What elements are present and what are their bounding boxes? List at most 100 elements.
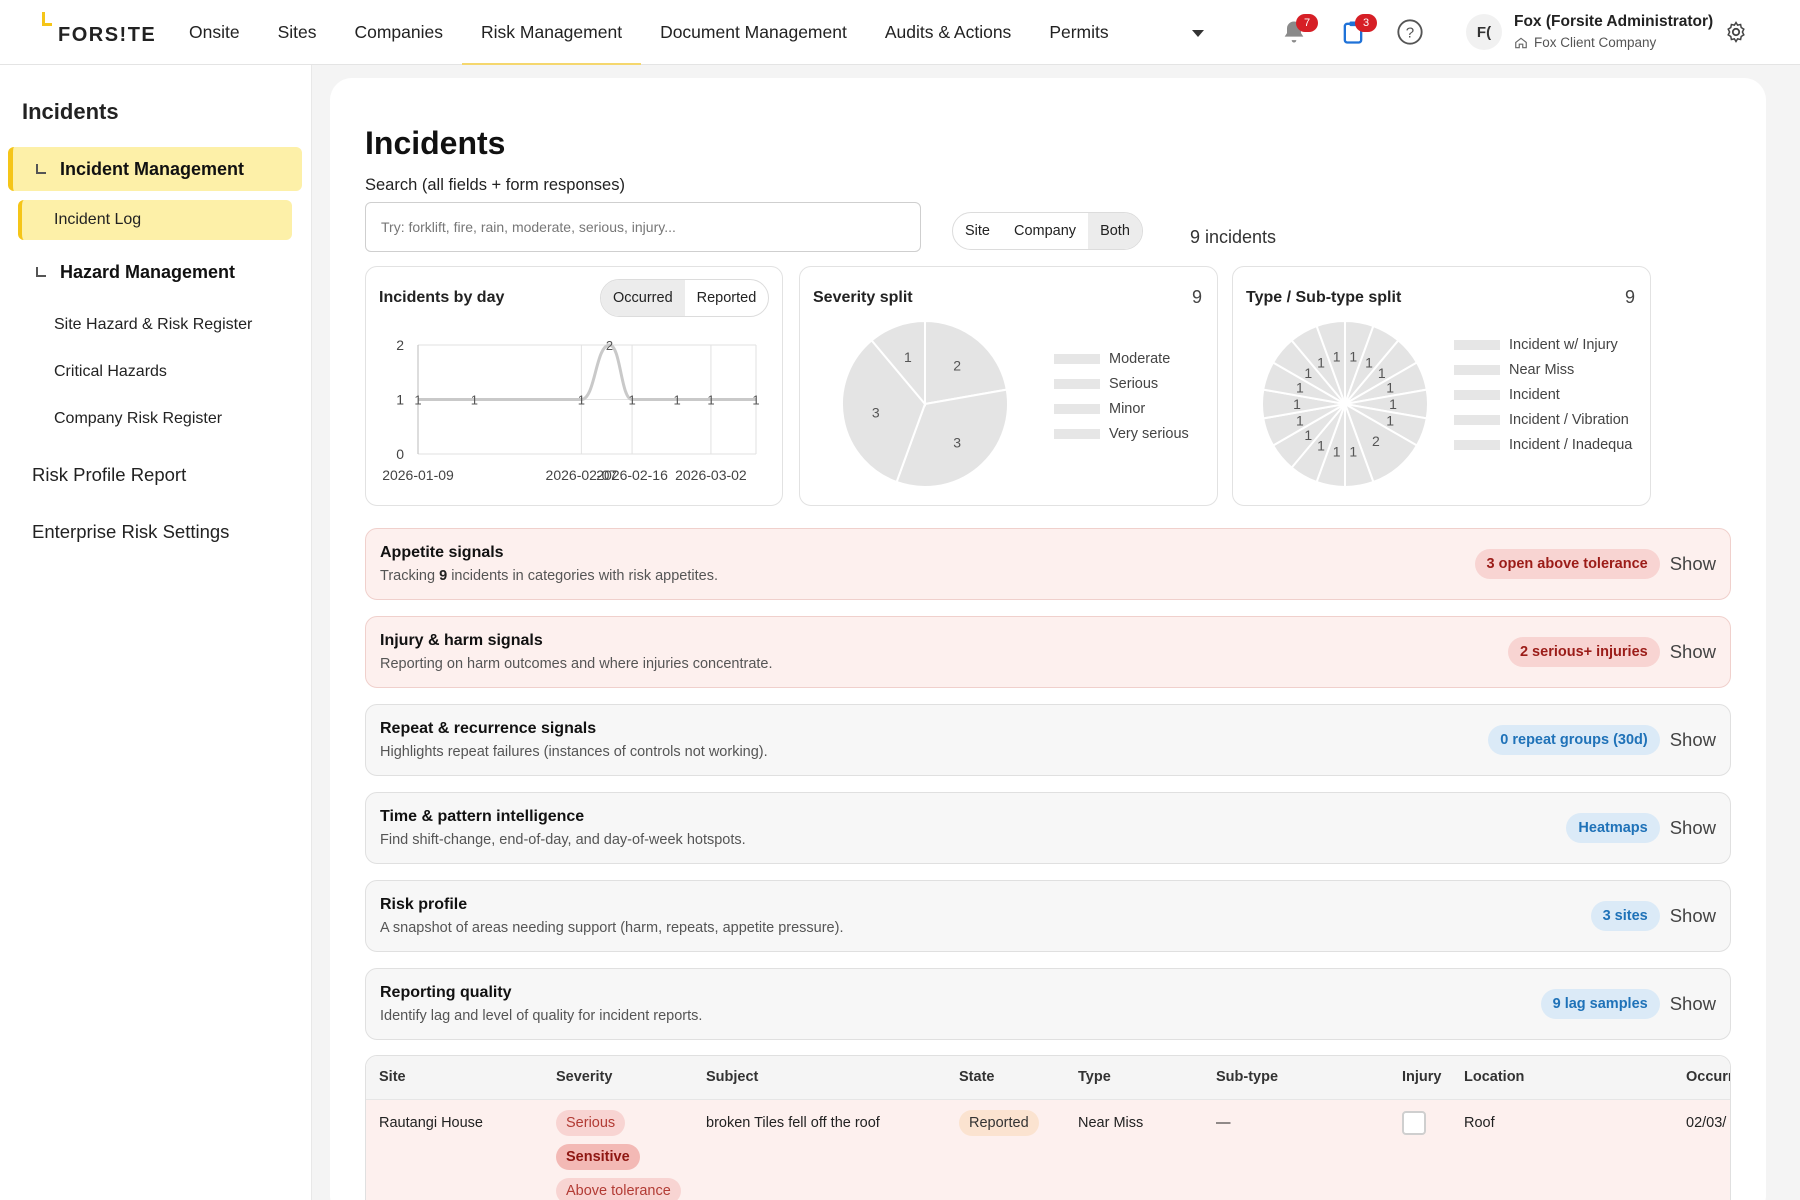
sidebar-group-label: Hazard Management bbox=[60, 261, 236, 282]
sidebar-item-risk-profile-report[interactable]: Risk Profile Report bbox=[32, 464, 187, 485]
severity-pie-chart: 2 3 3 1 bbox=[841, 319, 1009, 488]
legend-swatch bbox=[1454, 415, 1500, 425]
sidebar-item-enterprise-risk-settings[interactable]: Enterprise Risk Settings bbox=[32, 521, 230, 542]
pie-slice-label: 2 bbox=[1372, 433, 1380, 449]
tasks-count-badge: 3 bbox=[1355, 14, 1377, 32]
user-name[interactable]: Fox (Forsite Administrator) bbox=[1514, 13, 1714, 30]
pie-slice-label: 1 bbox=[1349, 349, 1357, 365]
pie-slice-label: 1 bbox=[1304, 427, 1312, 443]
column-header-site[interactable]: Site bbox=[379, 1069, 406, 1085]
signal-title: Risk profile bbox=[380, 896, 468, 913]
pie-slice-label: 1 bbox=[1296, 380, 1304, 396]
pie-slice-label: 3 bbox=[953, 434, 961, 450]
column-header-severity[interactable]: Severity bbox=[556, 1069, 613, 1085]
show-button[interactable]: Show bbox=[1669, 993, 1716, 1014]
signal-description: Tracking 9 incidents in categories with … bbox=[380, 568, 718, 584]
show-button[interactable]: Show bbox=[1669, 905, 1716, 926]
show-button[interactable]: Show bbox=[1669, 729, 1716, 750]
column-header-injury[interactable]: Injury bbox=[1402, 1069, 1442, 1085]
data-point-label: 1 bbox=[707, 393, 714, 408]
column-header-subject[interactable]: Subject bbox=[706, 1069, 759, 1085]
cell-site: Rautangi House bbox=[379, 1115, 483, 1131]
pie-slice-label: 1 bbox=[1365, 354, 1373, 370]
toggle-occurred[interactable]: Occurred bbox=[601, 280, 685, 316]
column-header-occurred[interactable]: Occurr bbox=[1686, 1069, 1731, 1085]
signal-status-pill: Heatmaps bbox=[1566, 813, 1660, 843]
main-panel: Incidents Search (all fields + form resp… bbox=[330, 78, 1766, 1200]
pie-slice-label: 1 bbox=[1296, 412, 1304, 428]
y-tick-label: 1 bbox=[396, 392, 404, 408]
pie-slice-label: 3 bbox=[872, 405, 880, 421]
sidebar-item-site-hazard-risk-register[interactable]: Site Hazard & Risk Register bbox=[54, 316, 253, 333]
sidebar-item-critical-hazards[interactable]: Critical Hazards bbox=[54, 363, 167, 380]
nav-sites[interactable]: Sites bbox=[277, 22, 317, 42]
pie-slice-label: 1 bbox=[1378, 365, 1386, 381]
toggle-reported[interactable]: Reported bbox=[696, 290, 757, 306]
legend-label: Moderate bbox=[1109, 351, 1171, 367]
logo-text: FORS!TE bbox=[58, 23, 157, 46]
pie-slice-label: 1 bbox=[1389, 396, 1397, 412]
legend-item[interactable]: Incident bbox=[1454, 387, 1632, 403]
nav-more-chevron-down-icon[interactable] bbox=[1192, 30, 1204, 37]
data-point-label: 1 bbox=[628, 393, 635, 408]
scope-site-option[interactable]: Site bbox=[965, 223, 990, 239]
nav-audits-actions[interactable]: Audits & Actions bbox=[884, 22, 1012, 42]
legend-item[interactable]: Incident / Vibration bbox=[1454, 412, 1632, 428]
pie-slice-label: 1 bbox=[904, 349, 912, 365]
column-header-state[interactable]: State bbox=[959, 1069, 995, 1085]
injury-checkbox[interactable] bbox=[1402, 1111, 1426, 1135]
search-input[interactable] bbox=[365, 202, 921, 252]
pie-slice-label: 1 bbox=[1349, 443, 1357, 459]
type-split-title: Type / Sub-type split bbox=[1246, 289, 1402, 306]
sidebar: Incidents Incident Management Incident L… bbox=[0, 65, 312, 1200]
occurred-reported-toggle: Occurred Reported bbox=[600, 279, 770, 317]
svg-text:?: ? bbox=[1406, 24, 1414, 41]
nav-risk-management[interactable]: Risk Management bbox=[462, 0, 642, 65]
tasks-clipboard-icon[interactable]: 3 bbox=[1339, 14, 1377, 46]
signal-status-pill: 2 serious+ injuries bbox=[1507, 637, 1660, 667]
table-row[interactable]: Rautangi House Serious Sensitive Above t… bbox=[366, 1100, 1730, 1200]
nav-permits[interactable]: Permits bbox=[1049, 22, 1109, 42]
user-avatar[interactable]: F( bbox=[1466, 14, 1502, 50]
data-point-label: 1 bbox=[674, 393, 681, 408]
legend-item[interactable]: Near Miss bbox=[1454, 362, 1632, 378]
pie-slice-label: 1 bbox=[1317, 354, 1325, 370]
severity-split-title: Severity split bbox=[813, 289, 913, 306]
type-legend: Incident w/ Injury Near Miss Incident Incid… bbox=[1454, 337, 1632, 453]
column-header-subtype[interactable]: Sub-type bbox=[1216, 1069, 1279, 1085]
legend-swatch bbox=[1454, 365, 1500, 375]
show-button[interactable]: Show bbox=[1669, 553, 1716, 574]
column-header-type[interactable]: Type bbox=[1078, 1069, 1111, 1085]
incidents-series-line bbox=[418, 343, 756, 401]
scope-both-option[interactable]: Both bbox=[1088, 213, 1142, 249]
sidebar-group-hazard-management[interactable]: Hazard Management bbox=[8, 250, 302, 294]
legend-item[interactable]: Moderate bbox=[1054, 351, 1189, 367]
pie-slice-label: 1 bbox=[1386, 380, 1394, 396]
nav-onsite[interactable]: Onsite bbox=[189, 22, 240, 42]
incident-count: 9 incidents bbox=[1190, 227, 1277, 247]
show-button[interactable]: Show bbox=[1669, 641, 1716, 662]
nav-companies[interactable]: Companies bbox=[354, 22, 444, 42]
scope-company-option[interactable]: Company bbox=[1014, 223, 1077, 239]
pie-slice-label: 1 bbox=[1333, 443, 1341, 459]
nav-document-management[interactable]: Document Management bbox=[660, 22, 847, 42]
legend-item[interactable]: Incident / Inadequa bbox=[1454, 437, 1632, 453]
sidebar-group-incident-management[interactable]: Incident Management bbox=[8, 147, 302, 191]
signal-description: Find shift-change, end-of-day, and day-o… bbox=[380, 832, 746, 848]
sidebar-item-incident-log[interactable]: Incident Log bbox=[18, 200, 292, 240]
legend-item[interactable]: Incident w/ Injury bbox=[1454, 337, 1632, 353]
legend-item[interactable]: Minor bbox=[1054, 401, 1189, 417]
legend-item[interactable]: Serious bbox=[1054, 376, 1189, 392]
signal-title: Repeat & recurrence signals bbox=[380, 720, 597, 737]
column-header-location[interactable]: Location bbox=[1464, 1069, 1525, 1085]
pie-slice bbox=[924, 319, 1008, 406]
forsite-logo[interactable]: FORS!TE bbox=[42, 12, 156, 52]
show-button[interactable]: Show bbox=[1669, 817, 1716, 838]
sidebar-item-company-risk-register[interactable]: Company Risk Register bbox=[54, 410, 223, 427]
settings-gear-icon[interactable] bbox=[1724, 20, 1752, 48]
help-circle-icon[interactable]: ? bbox=[1396, 18, 1424, 46]
legend-item[interactable]: Very serious bbox=[1054, 426, 1189, 442]
notifications-bell-icon[interactable]: 7 bbox=[1280, 14, 1318, 46]
